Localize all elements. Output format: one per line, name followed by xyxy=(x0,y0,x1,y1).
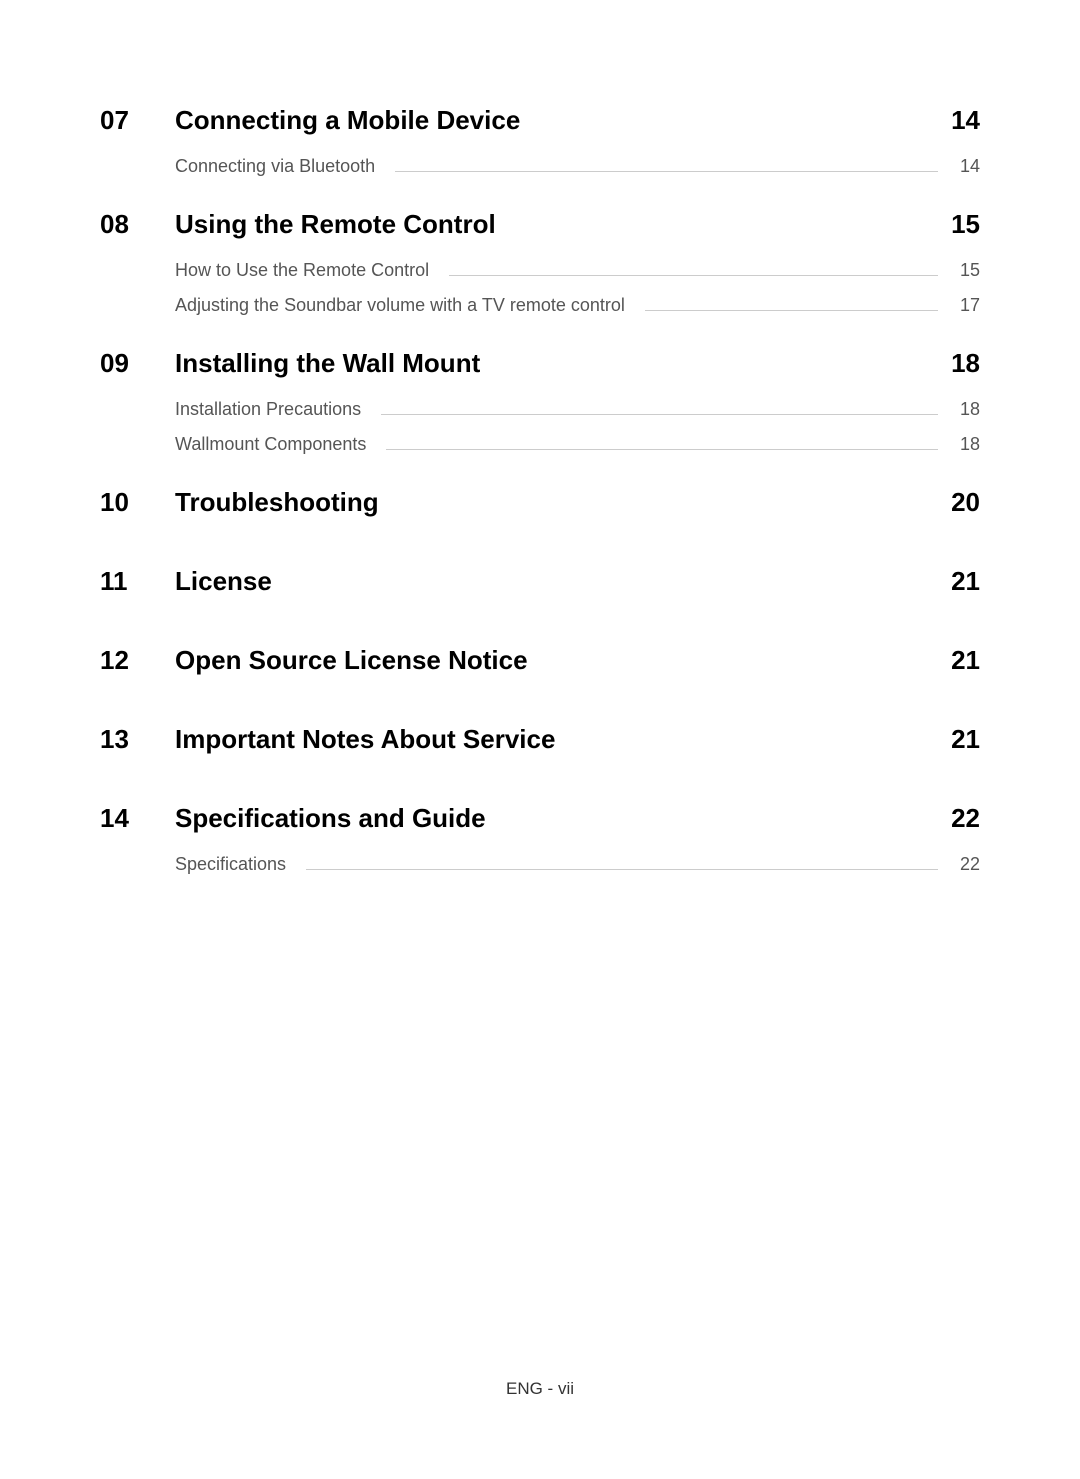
section-title-row: Specifications and Guide 22 xyxy=(175,803,980,834)
section-title: Troubleshooting xyxy=(175,487,379,518)
subsection-title: How to Use the Remote Control xyxy=(175,260,429,281)
section-body: Troubleshooting 20 xyxy=(175,487,980,518)
section-body: Connecting a Mobile Device 14 Connecting… xyxy=(175,105,980,191)
section-body: Installing the Wall Mount 18 Installatio… xyxy=(175,348,980,469)
section-page: 14 xyxy=(951,105,980,136)
section-page: 20 xyxy=(951,487,980,518)
page-container: 07 Connecting a Mobile Device 14 Connect… xyxy=(0,0,1080,1479)
section-title: Important Notes About Service xyxy=(175,724,555,755)
toc-section: 13 Important Notes About Service 21 xyxy=(100,724,980,755)
subsection-title: Connecting via Bluetooth xyxy=(175,156,375,177)
leader-line xyxy=(386,449,938,450)
section-title: License xyxy=(175,566,272,597)
section-title-row: Troubleshooting 20 xyxy=(175,487,980,518)
subsection-row: Wallmount Components 18 xyxy=(175,434,980,455)
subsection-row: Installation Precautions 18 xyxy=(175,399,980,420)
subsection-page: 14 xyxy=(950,156,980,177)
subsections: How to Use the Remote Control 15 Adjusti… xyxy=(175,260,980,316)
toc-section: 11 License 21 xyxy=(100,566,980,597)
section-body: Open Source License Notice 21 xyxy=(175,645,980,676)
section-gap xyxy=(100,615,980,645)
subsection-page: 22 xyxy=(950,854,980,875)
leader-line xyxy=(381,414,938,415)
section-title-row: Important Notes About Service 21 xyxy=(175,724,980,755)
subsection-page: 17 xyxy=(950,295,980,316)
section-title: Open Source License Notice xyxy=(175,645,528,676)
page-footer: ENG - vii xyxy=(100,1379,980,1419)
toc-section: 14 Specifications and Guide 22 Specifica… xyxy=(100,803,980,889)
leader-line xyxy=(306,869,938,870)
section-number: 07 xyxy=(100,105,175,136)
subsections: Connecting via Bluetooth 14 xyxy=(175,156,980,177)
section-title-row: Installing the Wall Mount 18 xyxy=(175,348,980,379)
section-page: 21 xyxy=(951,645,980,676)
toc-section: 10 Troubleshooting 20 xyxy=(100,487,980,518)
section-body: Important Notes About Service 21 xyxy=(175,724,980,755)
subsection-row: Specifications 22 xyxy=(175,854,980,875)
subsection-page: 15 xyxy=(950,260,980,281)
toc-content: 07 Connecting a Mobile Device 14 Connect… xyxy=(100,105,980,1379)
section-page: 18 xyxy=(951,348,980,379)
section-body: Using the Remote Control 15 How to Use t… xyxy=(175,209,980,330)
section-title-row: Connecting a Mobile Device 14 xyxy=(175,105,980,136)
subsection-title: Wallmount Components xyxy=(175,434,366,455)
section-number: 10 xyxy=(100,487,175,518)
section-title: Specifications and Guide xyxy=(175,803,486,834)
section-page: 21 xyxy=(951,724,980,755)
section-number: 11 xyxy=(100,566,175,597)
section-title: Using the Remote Control xyxy=(175,209,496,240)
subsection-title: Specifications xyxy=(175,854,286,875)
section-number: 12 xyxy=(100,645,175,676)
section-page: 15 xyxy=(951,209,980,240)
subsection-row: Connecting via Bluetooth 14 xyxy=(175,156,980,177)
section-title: Installing the Wall Mount xyxy=(175,348,480,379)
section-body: Specifications and Guide 22 Specificatio… xyxy=(175,803,980,889)
section-number: 13 xyxy=(100,724,175,755)
section-title-row: License 21 xyxy=(175,566,980,597)
section-number: 14 xyxy=(100,803,175,834)
subsection-page: 18 xyxy=(950,434,980,455)
subsections: Installation Precautions 18 Wallmount Co… xyxy=(175,399,980,455)
toc-section: 08 Using the Remote Control 15 How to Us… xyxy=(100,209,980,330)
section-page: 21 xyxy=(951,566,980,597)
section-title-row: Using the Remote Control 15 xyxy=(175,209,980,240)
subsection-title: Installation Precautions xyxy=(175,399,361,420)
leader-line xyxy=(449,275,938,276)
section-gap xyxy=(100,694,980,724)
section-number: 09 xyxy=(100,348,175,379)
leader-line xyxy=(645,310,938,311)
section-gap xyxy=(100,536,980,566)
subsection-page: 18 xyxy=(950,399,980,420)
section-gap xyxy=(100,773,980,803)
leader-line xyxy=(395,171,938,172)
subsections: Specifications 22 xyxy=(175,854,980,875)
subsection-row: Adjusting the Soundbar volume with a TV … xyxy=(175,295,980,316)
subsection-title: Adjusting the Soundbar volume with a TV … xyxy=(175,295,625,316)
section-page: 22 xyxy=(951,803,980,834)
toc-section: 09 Installing the Wall Mount 18 Installa… xyxy=(100,348,980,469)
subsection-row: How to Use the Remote Control 15 xyxy=(175,260,980,281)
toc-section: 12 Open Source License Notice 21 xyxy=(100,645,980,676)
section-number: 08 xyxy=(100,209,175,240)
section-title: Connecting a Mobile Device xyxy=(175,105,520,136)
section-title-row: Open Source License Notice 21 xyxy=(175,645,980,676)
toc-section: 07 Connecting a Mobile Device 14 Connect… xyxy=(100,105,980,191)
section-body: License 21 xyxy=(175,566,980,597)
